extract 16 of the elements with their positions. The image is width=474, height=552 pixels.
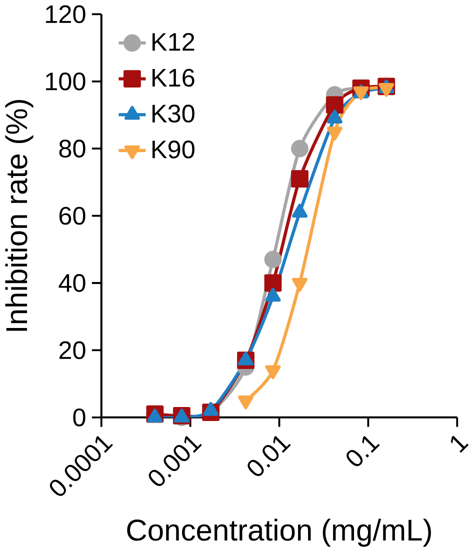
y-tick-label: 20 — [59, 341, 86, 360]
legend-label: K90 — [152, 140, 194, 158]
legend-label: K12 — [152, 32, 194, 51]
x-tick-label: 1 — [450, 436, 469, 453]
legend-label: K16 — [152, 68, 194, 87]
x-tick-label: 0.1 — [346, 436, 380, 466]
y-tick-label: 0 — [73, 408, 86, 426]
x-tick-label: 0.01 — [248, 436, 291, 476]
legend-label: K30 — [152, 104, 194, 123]
y-axis-title: Inhibition rate (%) — [5, 100, 34, 331]
y-tick-label: 100 — [46, 72, 86, 90]
y-tick-label: 80 — [59, 140, 86, 158]
y-tick-label: 60 — [60, 206, 86, 225]
x-axis-title: Concentration (mg/mL) — [127, 518, 431, 547]
y-tick-label: 40 — [58, 274, 86, 292]
y-tick-label: 120 — [46, 5, 86, 24]
